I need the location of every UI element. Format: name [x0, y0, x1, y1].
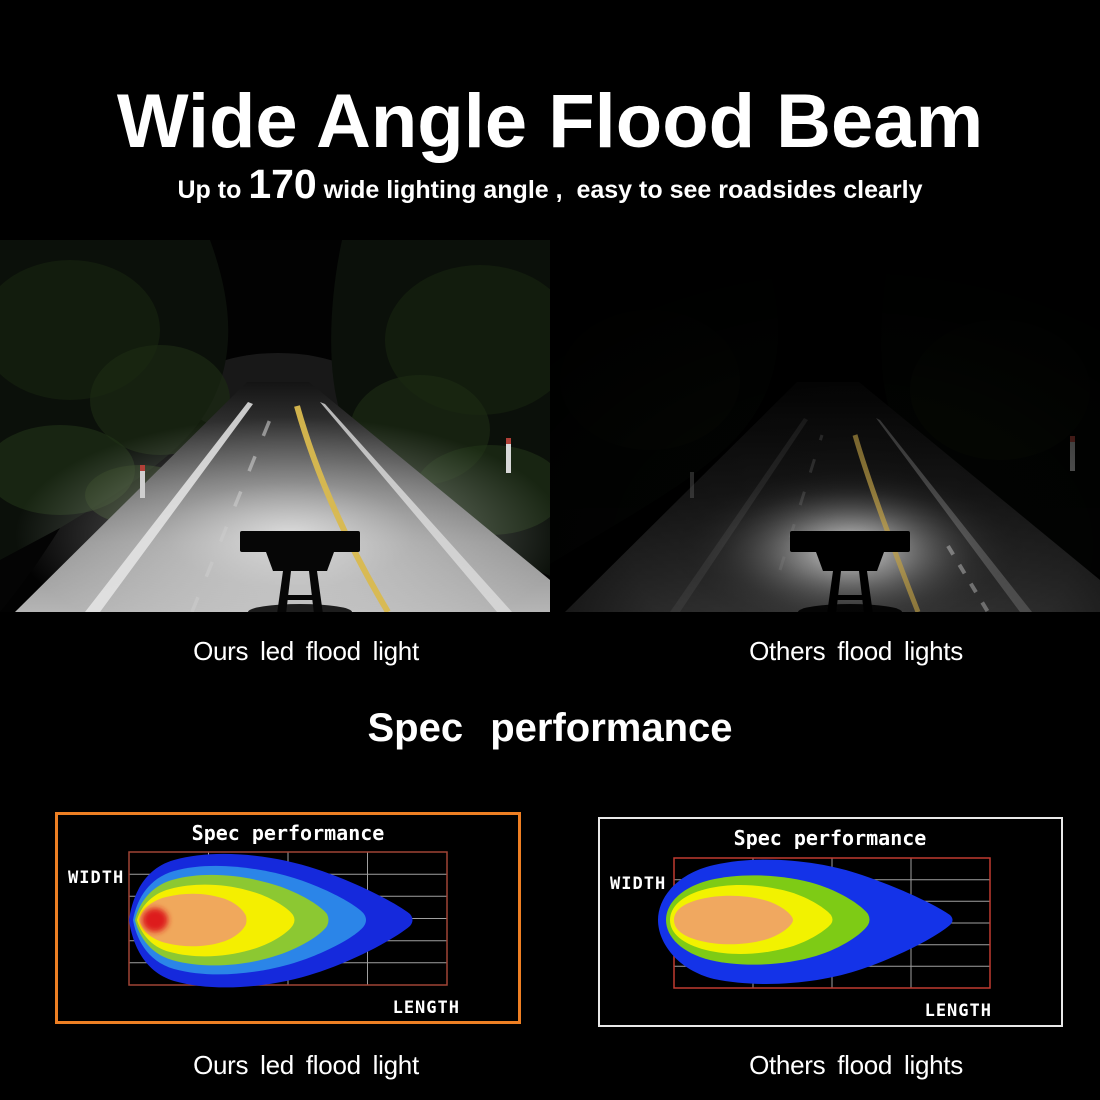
spec-card-others: Spec performance WIDTH LENGTH — [598, 817, 1063, 1027]
beam-contours — [658, 859, 953, 984]
marker-post-left — [140, 465, 145, 498]
marker-post-right — [506, 438, 511, 473]
spec-section-heading: Spec performance — [367, 706, 733, 750]
length-axis-label: LENGTH — [925, 1001, 992, 1021]
flood-beam-glow — [15, 417, 550, 612]
photo-caption-others: Others flood lights — [749, 636, 963, 666]
right-edge-line — [320, 402, 512, 612]
night-road-scene-dim — [550, 240, 1100, 612]
width-axis-label: WIDTH — [610, 874, 666, 894]
photo-others-flood-light — [550, 240, 1100, 612]
beam-layer-orange — [674, 895, 793, 945]
photo-caption-ours: Ours led flood light — [193, 636, 419, 666]
spec-caption-ours: Ours led flood light — [193, 1050, 419, 1080]
night-road-scene-bright — [0, 240, 550, 612]
photo-ours-flood-light — [0, 240, 550, 612]
diagram-title: Spec performance — [734, 826, 927, 850]
diagram-title: Spec performance — [192, 821, 385, 845]
beam-pattern-diagram-ours: Spec performance WIDTH LE — [68, 821, 460, 1018]
left-edge-line — [85, 402, 253, 612]
width-axis-label: WIDTH — [68, 868, 124, 888]
spec-caption-others: Others flood lights — [749, 1050, 963, 1080]
beam-layer-orange — [139, 893, 247, 947]
beam-contours — [129, 853, 413, 988]
subtitle-angle-value: 170 — [248, 161, 317, 207]
vignette — [550, 240, 1100, 612]
page-title: Wide Angle Flood Beam — [116, 79, 984, 164]
beam-hotspot — [142, 908, 168, 932]
subtitle-prefix: Up to — [177, 176, 249, 204]
beam-pattern-diagram-others: Spec performance WIDTH LENGTH — [610, 826, 992, 1021]
page-subtitle: Up to 170 wide lighting angle , easy to … — [0, 160, 1100, 218]
stool-silhouette — [240, 531, 360, 612]
photo-comparison-row — [0, 240, 1100, 612]
length-axis-label: LENGTH — [393, 998, 460, 1018]
spec-card-ours: Spec performance WIDTH LE — [55, 812, 521, 1024]
subtitle-suffix: wide lighting angle , easy to see roadsi… — [316, 176, 923, 204]
dark-corner — [0, 528, 60, 612]
yellow-center-line — [294, 405, 391, 612]
